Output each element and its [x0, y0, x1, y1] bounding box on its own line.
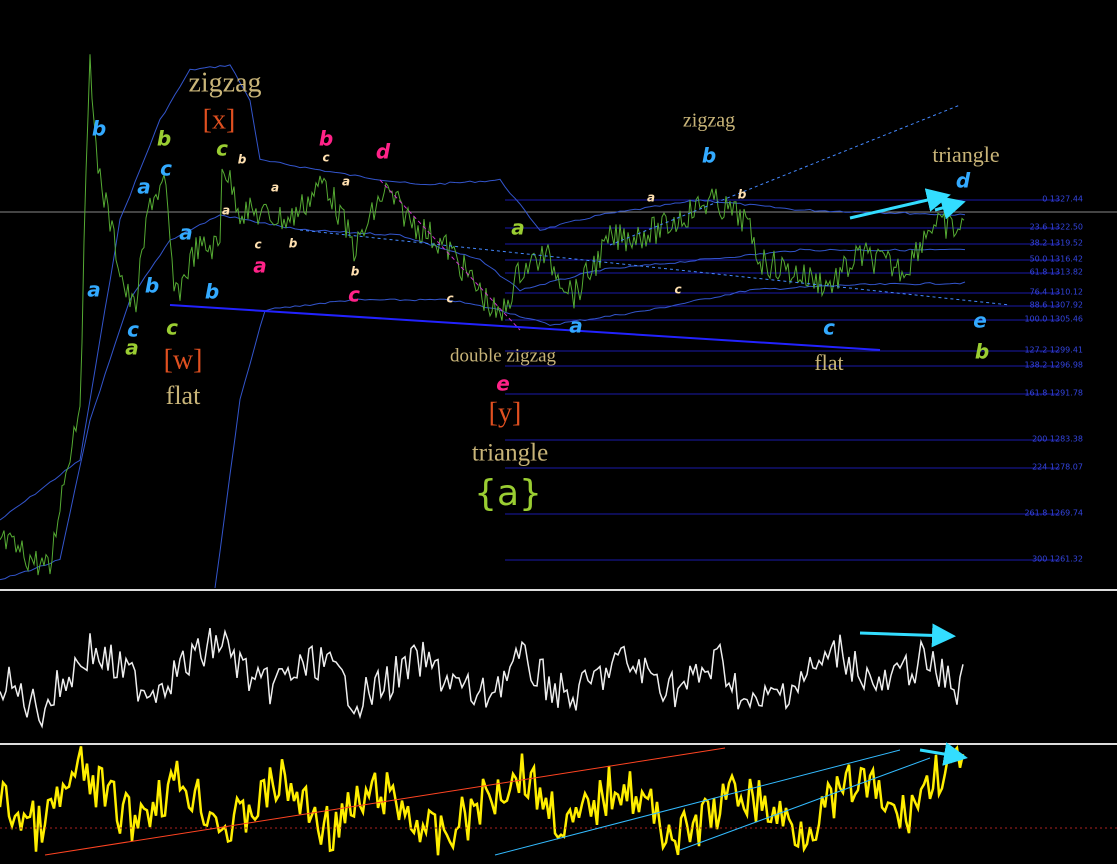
trendline: [679, 757, 931, 851]
fib-label: 100.0 1305.46: [1024, 315, 1083, 324]
wave-label: c: [216, 137, 228, 161]
wave-label: c: [166, 316, 178, 340]
trendline: [169, 304, 881, 351]
pattern-label: triangle: [932, 142, 999, 167]
price: [0, 54, 965, 576]
wave-label: e: [496, 372, 510, 396]
wave-label: a: [125, 336, 139, 360]
wave-label: e: [973, 309, 987, 333]
wave-label: c: [674, 283, 681, 297]
trendline: [494, 749, 901, 856]
pattern-label: zigzag: [683, 110, 735, 132]
fib-label: 300 1261.32: [1032, 555, 1083, 564]
arrow: [919, 742, 968, 766]
wave-label: a: [179, 221, 193, 245]
wave-label: a: [342, 175, 350, 189]
wave-label: a: [137, 175, 151, 199]
fib-label: 76.4 1310.12: [1030, 288, 1083, 297]
fib-label: 224 1278.07: [1032, 463, 1083, 472]
oscillator: [0, 745, 965, 856]
wave-label: a: [647, 191, 655, 205]
arrow: [859, 623, 956, 648]
fib-label: 38.2 1319.52: [1030, 239, 1083, 248]
wave-label: a: [271, 181, 279, 195]
wave-label: c: [160, 157, 172, 181]
arrow: [849, 188, 951, 220]
pattern-label: flat: [814, 350, 843, 375]
wave-label: a: [222, 204, 230, 218]
wave-label: b: [238, 153, 247, 167]
wave-label: c: [823, 316, 835, 340]
wave-label: a: [87, 278, 101, 302]
wave-label: b: [975, 340, 989, 364]
fib-label: 61.8 1313.82: [1030, 268, 1083, 277]
degree-label: [w]: [164, 344, 203, 375]
pattern-label: double zigzag: [450, 345, 557, 366]
pattern-label: zigzag: [188, 67, 261, 98]
wave-label: b: [351, 265, 360, 279]
fib-label: 88.6 1307.92: [1030, 301, 1083, 310]
wave-label: d: [376, 140, 391, 164]
fib-label: 261.8 1269.74: [1024, 509, 1083, 518]
fib-label: 138.2 1296.98: [1024, 361, 1083, 370]
fib-levels: 0 1327.44 23.6 1322.50 38.2 1319.52 50.0 13…: [505, 195, 1083, 564]
arrow: [934, 196, 966, 220]
plots: [0, 54, 966, 856]
fib-label: 50.0 1316.42: [1030, 255, 1083, 264]
wave-label: b: [738, 188, 747, 202]
degree-label: {a}: [474, 473, 542, 514]
pattern-label: triangle: [472, 440, 548, 467]
fib-label: 200 1283.38: [1032, 435, 1083, 444]
wave-label: c: [348, 283, 360, 307]
oscillator: [0, 627, 964, 729]
wave-label: c: [446, 292, 453, 306]
band-upper: [0, 64, 966, 521]
fib-label: 23.6 1322.50: [1030, 223, 1083, 232]
trendline: [44, 747, 726, 856]
degree-label: [x]: [203, 104, 236, 135]
band-lower: [214, 281, 966, 588]
pattern-label: flat: [166, 381, 201, 410]
wave-label: d: [956, 169, 971, 193]
wave-label: b: [289, 237, 298, 251]
wave-label: b: [205, 280, 219, 304]
band-middle: [0, 214, 966, 581]
fib-label: 0 1327.44: [1042, 195, 1083, 204]
wave-label: c: [127, 318, 139, 342]
dashed-line: [299, 229, 1011, 306]
degree-label: [y]: [489, 397, 522, 428]
wave-label: b: [92, 117, 106, 141]
dashed-line: [379, 179, 521, 331]
wave-label: a: [569, 314, 583, 338]
wave-label: b: [319, 127, 333, 151]
wave-label: b: [157, 127, 171, 151]
fib-label: 161.8 1291.78: [1024, 389, 1083, 398]
wave-label: a: [511, 216, 525, 240]
wave-label: c: [322, 151, 329, 165]
wave-label: a: [253, 254, 267, 278]
wave-label: b: [145, 274, 159, 298]
wave-label: b: [702, 144, 716, 168]
dashed-line: [609, 104, 961, 246]
wave-label: c: [254, 238, 261, 252]
fib-label: 127.2 1299.41: [1024, 346, 1083, 355]
